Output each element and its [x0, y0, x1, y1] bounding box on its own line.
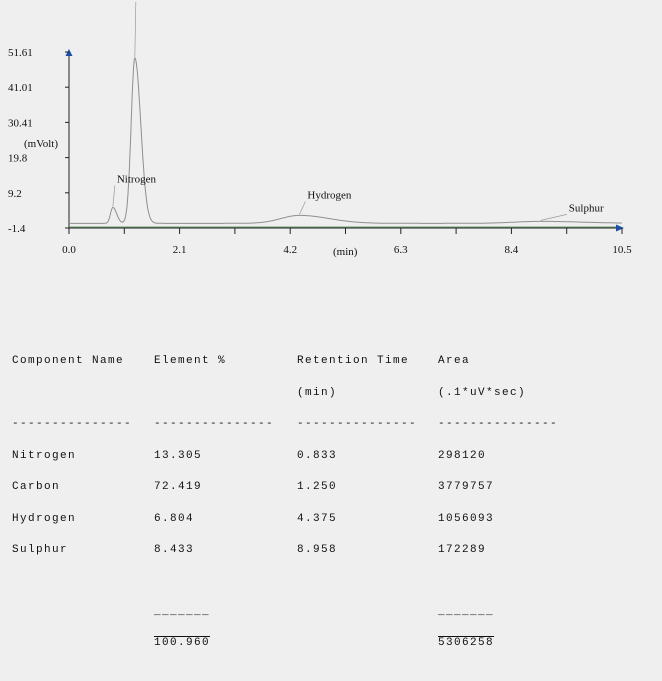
peak-label: Nitrogen — [117, 173, 157, 185]
total-element: 100.960 — [154, 637, 211, 649]
x-axis-label: (min) — [333, 246, 358, 258]
cell-element: 13.305 — [154, 449, 203, 462]
col-subheader-area: (.1*uV*sec) — [438, 386, 527, 399]
chromatogram-chart: 51.61 41.01 30.41 19.8 9.2 -1.4 0.0 2.1 4.2 6.3 8… — [8, 0, 632, 258]
total-underline: _______ — [154, 605, 211, 618]
table-row: Carbon 72.419 1.250 3779757 — [12, 482, 493, 493]
x-tick-label: 0.0 — [62, 244, 76, 256]
cell-retention: 0.833 — [297, 449, 338, 462]
y-tick-label: 9.2 — [8, 188, 22, 200]
cell-element: 72.419 — [154, 481, 203, 493]
y-tick-label: 19.8 — [8, 153, 28, 165]
table-spacer — [12, 577, 44, 586]
x-tick-label: 2.1 — [173, 244, 187, 256]
total-underline: _______ — [438, 605, 495, 618]
col-header-retention: Retention Time — [297, 355, 410, 367]
cell-area: 172289 — [438, 544, 487, 556]
table-header-subrow: (min) (.1*uV*sec) — [12, 387, 525, 399]
x-tick-label: 8.4 — [505, 244, 519, 256]
table-total-row: 100.960 5306258 — [12, 638, 493, 649]
y-tick-label: 30.41 — [8, 117, 33, 129]
dash-rule: --------------- — [12, 418, 133, 430]
chart-axes — [65, 49, 624, 232]
results-table: Component Name Element % Retention Time … — [12, 335, 557, 659]
cell-component: Nitrogen — [12, 449, 77, 462]
x-axis-ticks: 0.0 2.1 4.2 6.3 8.4 10.5 — [62, 228, 632, 256]
cell-element: 6.804 — [154, 512, 195, 525]
x-tick-label: 4.2 — [283, 244, 297, 256]
col-header-component: Component Name — [12, 355, 125, 367]
x-tick-label: 6.3 — [394, 244, 408, 256]
dash-rule: --------------- — [438, 418, 559, 430]
col-subheader-retention: (min) — [297, 386, 338, 399]
total-area: 5306258 — [438, 637, 495, 649]
y-tick-label: 41.01 — [8, 82, 33, 94]
table-row: Nitrogen 13.305 0.833 298120 — [12, 450, 485, 462]
dash-rule: --------------- — [297, 418, 418, 430]
dash-rule: --------------- — [154, 418, 275, 430]
peak-labels: Nitrogen Carbon Hydrogen Sulphur — [112, 0, 604, 221]
cell-retention: 8.958 — [297, 544, 338, 556]
cell-component: Carbon — [12, 481, 61, 493]
y-tick-label: 51.61 — [8, 47, 33, 59]
signal-line — [69, 57, 622, 224]
x-tick-label: 10.5 — [612, 244, 632, 256]
peak-label: Hydrogen — [307, 189, 351, 201]
cell-retention: 1.250 — [297, 481, 338, 493]
col-header-area: Area — [438, 355, 471, 367]
peak-leader-line — [134, 2, 137, 58]
table-dash-row: --------------- --------------- --------… — [12, 419, 557, 430]
table-row: Sulphur 8.433 8.958 172289 — [12, 545, 485, 556]
cell-area: 1056093 — [438, 512, 495, 525]
cell-area: 3779757 — [438, 481, 495, 493]
total-underline-row: _______ _______ — [12, 606, 493, 618]
y-axis-ticks: 51.61 41.01 30.41 19.8 9.2 -1.4 — [8, 47, 69, 235]
table-row: Hydrogen 6.804 4.375 1056093 — [12, 513, 493, 525]
peak-leader-line — [112, 185, 116, 207]
peak-label: Sulphur — [569, 202, 604, 214]
x-axis-arrow — [616, 224, 624, 232]
cell-element: 8.433 — [154, 544, 195, 556]
cell-retention: 4.375 — [297, 512, 338, 525]
y-tick-label: -1.4 — [8, 223, 26, 235]
chromatogram-trace — [69, 57, 622, 228]
cell-area: 298120 — [438, 449, 487, 462]
cell-component: Hydrogen — [12, 512, 77, 525]
col-header-element: Element % — [154, 355, 227, 367]
peak-leader-line — [299, 201, 306, 215]
cell-component: Sulphur — [12, 544, 69, 556]
y-axis-label: (mVolt) — [24, 138, 58, 150]
peak-label: Carbon — [138, 0, 171, 2]
peak-leader-line — [540, 214, 567, 221]
table-header-row: Component Name Element % Retention Time … — [12, 356, 469, 367]
